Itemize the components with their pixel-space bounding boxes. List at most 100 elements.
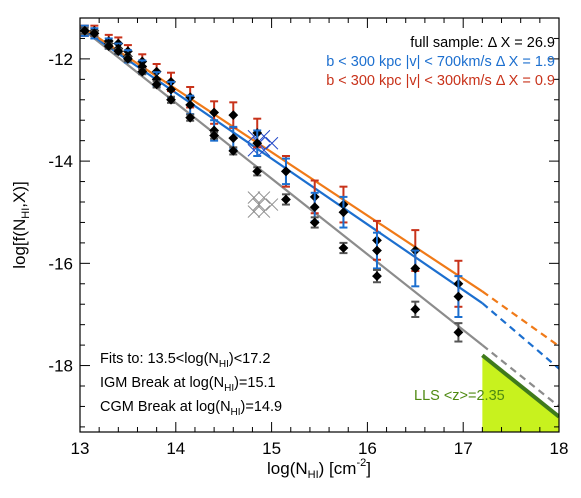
legend-full-sample: full sample: Δ X = 26.9 [410,35,555,51]
data-point-full-5 [137,66,148,77]
annotation-igm-break: IGM Break at log(NHI)=15.1 [100,375,276,394]
diamond-marker [281,194,291,205]
data-point-full-12 [281,193,291,206]
crossed-point-0 [247,191,279,218]
cross-stroke [247,191,261,204]
y-tick-label: -18 [48,357,73,376]
lls-region [481,353,559,432]
x-tick-label: 17 [454,439,473,458]
cross-stroke [257,191,271,204]
diamond-marker [103,41,114,52]
diamond-marker [372,245,382,256]
fit-annotations: Fits to: 13.5<log(NHI)<17.2 IGM Break at… [100,351,282,418]
diamond-marker [209,107,220,118]
data-point-full-4 [122,53,133,64]
cross-stroke [247,205,261,218]
lls-boundary-line [481,353,559,419]
cross-stroke [252,198,266,211]
data-point-full-7 [166,94,176,105]
cross-stroke [265,198,279,211]
data-point-full-6 [151,79,162,90]
diamond-marker [309,202,320,213]
fit-extrapolation-full [481,344,559,408]
diamond-marker [137,66,148,77]
data-point-b300-10 [228,101,239,129]
y-tick-label: -12 [48,50,73,69]
data-point-b700-12 [281,157,291,186]
data-point-b700-14 [338,195,349,229]
axis-tick-labels: 13 14 15 16 17 18 -12 -14 -16 -18 [48,50,568,458]
cross-stroke [257,205,271,218]
data-point-full-2 [103,41,114,52]
diamond-marker [309,217,320,228]
diamond-marker [281,166,291,177]
diamond-marker [410,263,421,274]
diamond-marker [228,145,239,156]
diamond-marker [338,207,349,218]
data-point-full-15 [372,268,382,284]
diamond-marker [89,28,100,39]
data-point-full-10 [228,145,239,156]
data-point-full-3 [113,46,124,57]
legend: full sample: Δ X = 26.9 b < 300 kpc |v| … [326,35,555,89]
diamond-marker [453,327,464,338]
diamond-marker [79,25,90,36]
diamond-marker [122,53,133,64]
fit-extrapolation-b300 [481,290,559,348]
data-point-full-14 [338,241,349,255]
x-tick-label: 13 [71,439,90,458]
cross-stroke [257,129,271,143]
axis-ticks [79,17,560,432]
legend-b700: b < 300 kpc |v| < 700km/s Δ X = 1.9 [326,54,555,70]
diamond-marker [113,46,124,57]
data-point-b700-8 [185,94,196,116]
diamond-marker [185,99,196,110]
diamond-marker [372,271,382,282]
diamond-marker [252,166,263,177]
data-point-full-9 [209,130,220,141]
lls-fill [482,355,559,432]
diamond-marker [410,304,421,315]
data-point-full-16 [410,300,421,318]
fit-extrapolation-b700 [481,302,559,370]
legend-b300: b < 300 kpc |v| < 300km/s Δ X = 0.9 [326,73,555,89]
data-point-full-13 [309,216,320,229]
diamond-marker [185,112,196,123]
x-axis-label: log(NHI) [cm-2] [267,457,371,481]
data-point-b700-15 [372,231,382,270]
data-point-b700-11 [252,129,263,157]
y-tick-label: -16 [48,254,73,273]
data-point-full-11 [252,166,263,177]
data-point-full-17 [453,322,464,343]
lls-label: LLS <z>=2.35 [414,388,505,404]
x-tick-label: 18 [550,439,569,458]
annotation-fits: Fits to: 13.5<log(NHI)<17.2 [100,351,270,370]
y-tick-label: -14 [48,152,73,171]
y-axis-label: log[f(NHI,X)] [10,181,32,269]
plot-frame [79,17,560,433]
diamond-marker [151,79,162,90]
data-point-b700-16 [410,249,421,288]
x-tick-label: 15 [262,439,281,458]
data-point-b700-17 [453,275,464,318]
data-point-full-1 [89,28,100,39]
diamond-marker [166,94,176,105]
diamond-marker [228,133,239,144]
diamond-marker [338,243,349,253]
cross-stroke [257,143,271,157]
fit-line-full [80,26,484,346]
cross-stroke [265,136,279,150]
data-points [79,24,464,343]
x-tick-label: 14 [166,439,185,458]
data-point-full-0 [79,25,90,36]
data-point-b700-7 [166,80,176,99]
diamond-marker [252,138,263,149]
diamond-marker [453,291,464,302]
annotation-cgm-break: CGM Break at log(NHI)=14.9 [100,399,282,418]
x-tick-label: 16 [358,439,377,458]
diamond-marker [209,130,220,141]
diamond-marker [166,84,176,95]
data-point-full-8 [185,112,196,123]
diamond-marker [228,110,239,121]
